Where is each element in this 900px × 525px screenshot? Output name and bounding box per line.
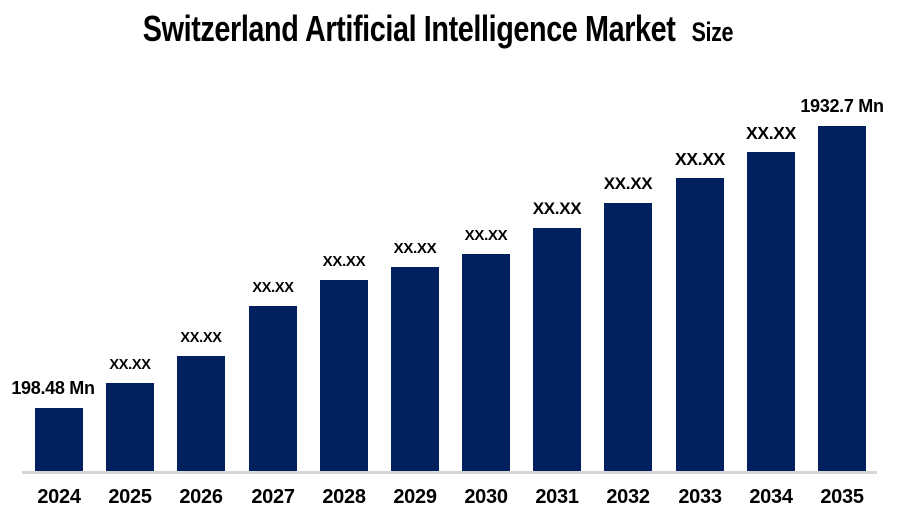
bar-2024 — [35, 408, 83, 471]
x-axis-label-2024: 2024 — [37, 486, 81, 508]
bar-2025 — [106, 383, 154, 471]
value-label-2033: XX.XX — [674, 148, 726, 169]
value-label-2028: XX.XX — [322, 253, 366, 271]
x-axis-label-2029: 2029 — [393, 486, 437, 508]
value-label-2034: XX.XX — [745, 122, 797, 143]
value-label-2024: 198.48 Mn — [11, 378, 95, 399]
value-label-2026: XX.XX — [180, 329, 222, 346]
x-axis-label-2025: 2025 — [108, 486, 152, 508]
bar-2033 — [676, 178, 724, 471]
x-axis-label-2026: 2026 — [179, 486, 223, 508]
value-label-2030: XX.XX — [464, 227, 508, 245]
x-axis-label-2032: 2032 — [606, 486, 650, 508]
bar-2028 — [320, 280, 368, 471]
value-label-2027: XX.XX — [252, 279, 294, 296]
bar-2026 — [177, 356, 225, 471]
value-label-2032: XX.XX — [603, 174, 653, 194]
x-axis-label-2033: 2033 — [678, 486, 722, 508]
x-axis-label-2028: 2028 — [322, 486, 366, 508]
bar-2034 — [747, 152, 795, 471]
x-axis-label-2027: 2027 — [251, 486, 295, 508]
bar-2035 — [818, 126, 866, 471]
x-axis-label-2034: 2034 — [749, 486, 793, 508]
bar-2027 — [249, 306, 297, 471]
bar-2031 — [533, 228, 581, 471]
x-axis-label-2030: 2030 — [464, 486, 508, 508]
x-axis-label-2031: 2031 — [535, 486, 579, 508]
value-label-2031: XX.XX — [532, 199, 582, 219]
value-label-2029: XX.XX — [393, 240, 437, 258]
bar-2029 — [391, 267, 439, 471]
bar-2032 — [604, 203, 652, 471]
value-label-2025: XX.XX — [109, 356, 151, 373]
x-axis-line — [22, 471, 877, 474]
x-axis-label-2035: 2035 — [820, 486, 864, 508]
value-label-2035: 1932.7 Mn — [800, 96, 884, 117]
bar-2030 — [462, 254, 510, 471]
